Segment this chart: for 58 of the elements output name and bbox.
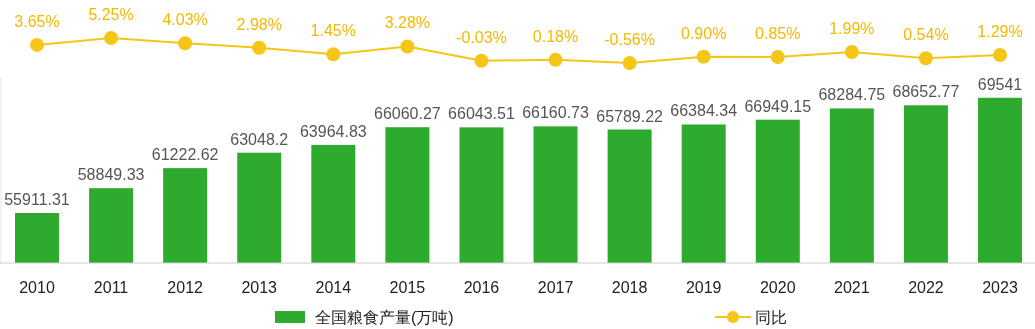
data-label: 58849.33 <box>77 166 145 184</box>
data-label: 63964.83 <box>299 122 367 140</box>
data-label: 55911.31 <box>4 191 70 209</box>
point <box>696 49 711 64</box>
point <box>252 40 267 55</box>
x-tick-label: 2018 <box>611 279 648 296</box>
x-tick-label: 2022 <box>908 279 944 296</box>
point <box>622 56 637 70</box>
data-label: -0.56% <box>604 31 655 48</box>
data-label: 66043.51 <box>448 105 515 123</box>
data-label: 5.25% <box>88 6 134 23</box>
point <box>474 53 489 68</box>
data-label: 0.85% <box>755 24 801 42</box>
data-label: 63048.2 <box>230 130 289 148</box>
data-label: 2.98% <box>236 15 282 33</box>
data-label: 66160.73 <box>522 104 590 122</box>
data-label: 65789.22 <box>596 107 664 125</box>
point <box>178 36 193 51</box>
data-label: 3.28% <box>384 14 431 32</box>
data-label: 1.99% <box>829 20 875 38</box>
point <box>104 31 119 45</box>
data-label: 66949.15 <box>744 97 812 115</box>
x-tick-label: 2017 <box>537 279 574 296</box>
point <box>844 45 859 60</box>
x-tick-label: 2014 <box>315 279 352 296</box>
legend-label: 全国粮食产量(万吨) <box>315 309 454 326</box>
x-tick-label: 2020 <box>759 279 796 296</box>
x-tick-label: 2013 <box>241 279 278 296</box>
x-tick-label: 2016 <box>463 279 500 296</box>
data-label: 0.18% <box>532 27 579 45</box>
legend-label: 同比 <box>755 309 787 326</box>
point <box>918 51 933 66</box>
point <box>548 52 563 67</box>
data-label: 61222.62 <box>151 146 219 164</box>
data-label: 0.54% <box>903 26 949 44</box>
data-label: 1.45% <box>310 22 356 40</box>
x-tick-label: 2015 <box>389 279 426 296</box>
data-label: 69541 <box>977 75 1023 93</box>
data-label: 68652.77 <box>892 83 960 101</box>
data-label: 1.29% <box>977 23 1023 41</box>
x-tick-label: 2012 <box>167 279 204 296</box>
data-label: 0.90% <box>681 24 727 42</box>
x-tick-label: 2010 <box>19 279 55 296</box>
data-label: 4.03% <box>162 11 208 29</box>
x-tick-label: 2011 <box>93 279 129 296</box>
point <box>993 48 1007 63</box>
point <box>770 49 785 64</box>
data-label: -0.03% <box>456 28 507 46</box>
x-tick-label: 2021 <box>834 279 870 296</box>
data-label: 3.65% <box>14 12 60 30</box>
x-tick-label: 2019 <box>685 279 722 296</box>
data-label: 66060.27 <box>374 105 441 123</box>
point <box>400 39 415 54</box>
data-label: 66384.34 <box>670 102 738 120</box>
data-label: 68284.75 <box>818 86 886 104</box>
point <box>326 47 341 62</box>
point <box>30 37 44 52</box>
x-tick-label: 2023 <box>982 279 1018 296</box>
